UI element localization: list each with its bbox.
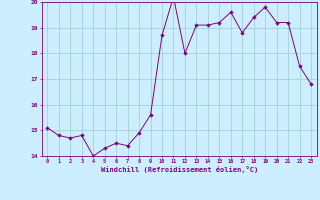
X-axis label: Windchill (Refroidissement éolien,°C): Windchill (Refroidissement éolien,°C) (100, 166, 258, 173)
